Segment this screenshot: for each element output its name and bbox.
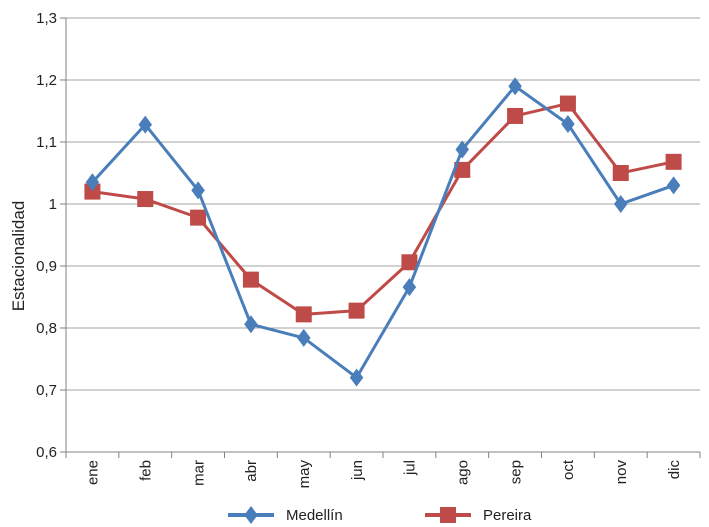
- data-point-marker: [614, 195, 628, 213]
- x-tick-label: feb: [138, 460, 155, 481]
- data-point-marker: [295, 306, 312, 323]
- x-tick-label: nov: [613, 460, 630, 485]
- x-tick-label: ene: [85, 460, 102, 485]
- x-tick-label: mar: [190, 460, 207, 486]
- legend: Medellín Pereira: [228, 506, 532, 524]
- data-point-marker: [440, 507, 456, 523]
- x-tick-labels: ene feb mar abr may jun jul ago sep oct nov dic: [65, 452, 701, 489]
- data-point-marker: [85, 173, 100, 192]
- gridlines: [66, 17, 700, 391]
- series-group: [84, 77, 682, 387]
- data-point-marker: [244, 506, 258, 524]
- data-point-marker: [190, 209, 207, 226]
- y-tick-label: 0,7: [36, 382, 57, 399]
- data-point-marker: [561, 115, 575, 134]
- data-point-marker: [191, 181, 205, 200]
- y-tick-label: 1,1: [36, 134, 57, 151]
- legend-label: Medellín: [286, 507, 343, 524]
- y-tick-label: 0,8: [36, 320, 57, 337]
- x-tick-label: jun: [349, 460, 366, 481]
- data-point-marker: [612, 165, 629, 181]
- data-point-marker: [242, 271, 259, 288]
- series-line: [92, 102, 674, 316]
- y-tick-labels: 0,6 0,7 0,8 0,9 1 1,1 1,2 1,3: [36, 10, 66, 461]
- data-point-marker: [559, 95, 576, 112]
- x-tick-label: sep: [507, 460, 524, 484]
- x-tick-label: ago: [455, 460, 472, 485]
- data-point-marker: [507, 107, 524, 124]
- data-point-marker: [348, 302, 365, 319]
- y-tick-label: 0,6: [36, 444, 57, 461]
- legend-entry: Medellín: [228, 506, 343, 524]
- data-point-marker: [508, 77, 522, 96]
- y-tick-label: 0,9: [36, 258, 57, 275]
- data-point-marker: [84, 183, 101, 200]
- y-axis-label: Estacionalidad: [9, 201, 28, 312]
- series-medelln: [85, 77, 681, 387]
- data-point-marker: [137, 191, 154, 208]
- data-point-marker: [665, 153, 682, 170]
- x-tick-label: may: [296, 460, 313, 489]
- series-pereira: [84, 95, 682, 323]
- y-tick-label: 1: [49, 196, 57, 213]
- data-point-marker: [402, 278, 417, 297]
- data-point-marker: [454, 161, 471, 178]
- data-point-marker: [455, 140, 469, 159]
- data-point-marker: [244, 315, 258, 334]
- x-tick-label: oct: [560, 459, 577, 480]
- legend-label: Pereira: [483, 507, 532, 524]
- data-point-marker: [138, 115, 152, 134]
- data-point-marker: [666, 176, 681, 195]
- series-line: [91, 84, 675, 380]
- x-tick-label: abr: [243, 460, 260, 482]
- legend-entry: Pereira: [425, 507, 532, 524]
- data-point-marker: [349, 368, 364, 387]
- y-tick-label: 1,3: [36, 10, 57, 27]
- data-point-marker: [297, 328, 311, 347]
- y-tick-label: 1,2: [36, 72, 57, 89]
- x-tick-label: dic: [666, 460, 683, 480]
- x-tick-label: jul: [402, 460, 419, 476]
- data-point-marker: [401, 254, 418, 271]
